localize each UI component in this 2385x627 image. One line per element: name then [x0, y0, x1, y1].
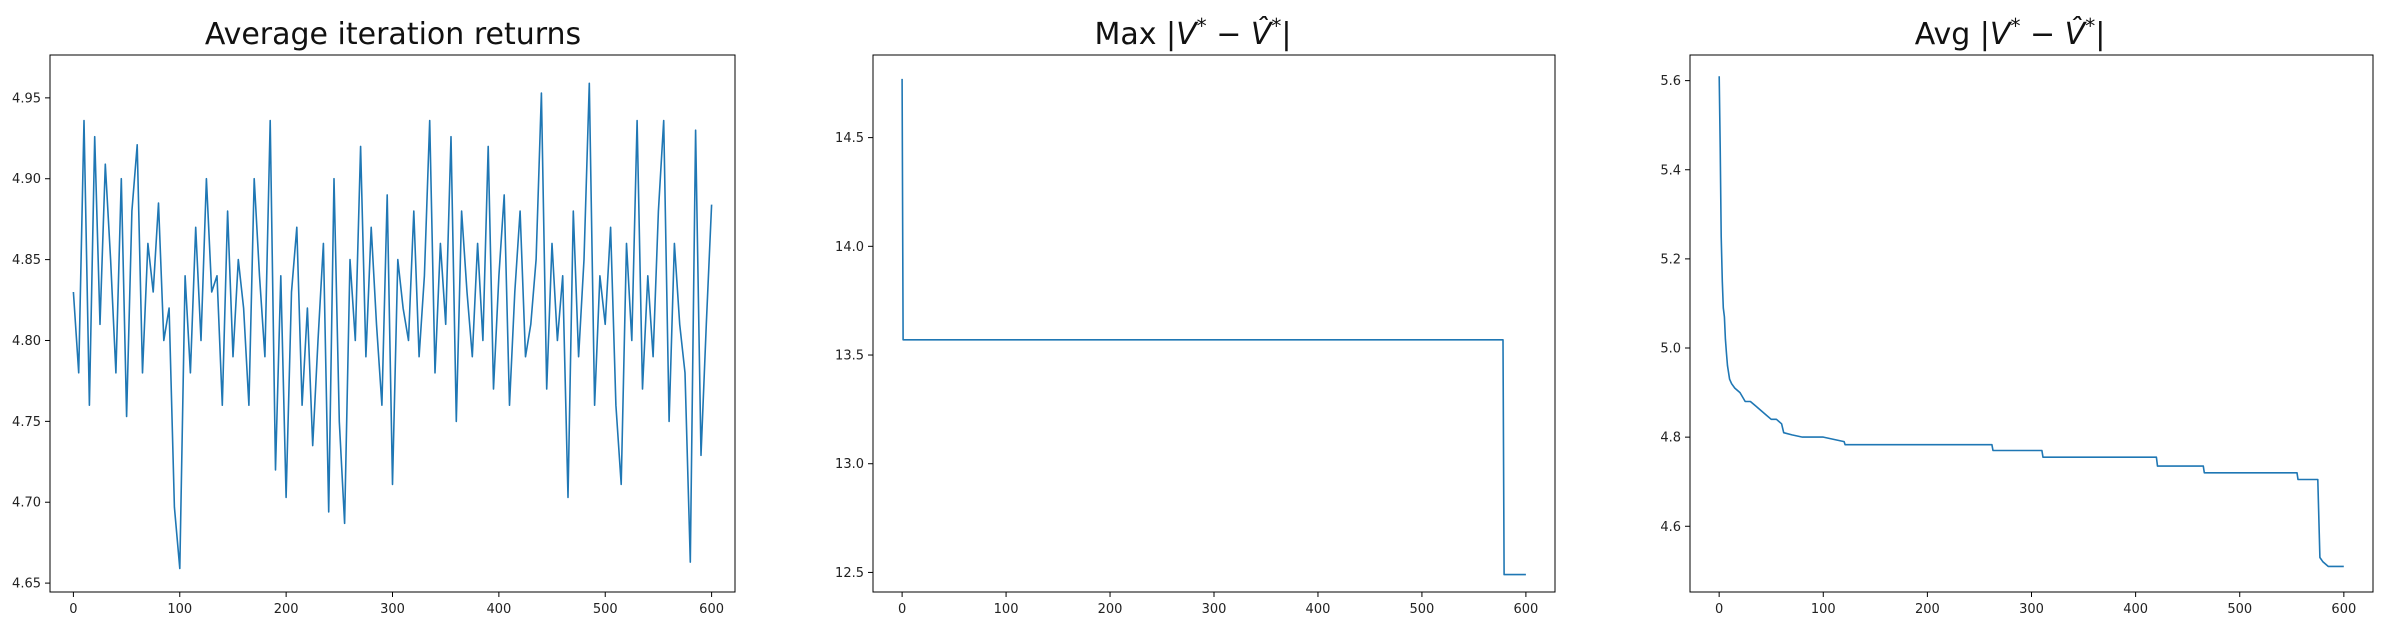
x-tick-label: 300	[2019, 602, 2044, 617]
series-line-1-1	[72, 82, 713, 570]
y-tick-label: 4.80	[12, 334, 41, 349]
x-tick-label: 300	[380, 602, 405, 617]
x-tick-label: 100	[994, 602, 1019, 617]
y-tick-label: 5.4	[1660, 163, 1681, 178]
y-tick-label: 13.0	[835, 457, 864, 472]
y-tick-label: 12.5	[835, 566, 864, 581]
x-tick-label: 600	[1513, 602, 1538, 617]
x-tick-label: 400	[1306, 602, 1331, 617]
y-tick-label: 4.90	[12, 172, 41, 187]
x-tick-label: 600	[699, 602, 724, 617]
x-tick-label: 100	[1811, 602, 1836, 617]
y-tick-label: 5.0	[1660, 342, 1681, 357]
x-tick-label: 0	[898, 602, 906, 617]
x-tick-label: 500	[2227, 602, 2252, 617]
chart-panel-2: Max |V* − V̂*| 0 100 200 300 400 500 600 12.5 13…	[835, 14, 1556, 617]
x-tick-label: 500	[1410, 602, 1435, 617]
x-tick-label: 400	[486, 602, 511, 617]
series-line-2-1	[901, 78, 1526, 576]
x-tick-label: 200	[1098, 602, 1123, 617]
x-tick-label: 400	[2123, 602, 2148, 617]
x-tick-label: 300	[1202, 602, 1227, 617]
chart-title-2: Max |V* − V̂*|	[1094, 14, 1291, 52]
x-tick-label: 0	[69, 602, 77, 617]
x-tick-label: 200	[1915, 602, 1940, 617]
y-tick-label: 4.75	[12, 415, 41, 430]
chart-panel-3: Avg |V* − V̂*| 0 100 200 300 400 500 600 4.6 4.8…	[1660, 14, 2374, 617]
y-tick-label: 4.6	[1660, 520, 1681, 535]
y-tick-label: 4.65	[12, 577, 41, 592]
chart-panel-1: Average iteration returns 0 100 200 300 400 5…	[12, 17, 736, 617]
y-tick-label: 5.6	[1660, 74, 1681, 89]
chart-title-1: Average iteration returns	[205, 17, 581, 52]
y-tick-label: 5.2	[1660, 252, 1681, 267]
axes-frame-3	[1689, 54, 2374, 593]
y-tick-label: 13.5	[835, 349, 864, 364]
y-tick-label: 4.8	[1660, 431, 1681, 446]
x-tick-label: 600	[2331, 602, 2356, 617]
y-tick-label: 14.5	[835, 131, 864, 146]
series-line-3-1	[1718, 76, 2344, 568]
x-tick-label: 100	[167, 602, 192, 617]
axes-frame-2	[872, 54, 1556, 593]
y-tick-label: 4.70	[12, 496, 41, 511]
y-tick-label: 4.95	[12, 91, 41, 106]
x-tick-label: 200	[274, 602, 299, 617]
y-tick-label: 14.0	[835, 240, 864, 255]
x-tick-label: 500	[593, 602, 618, 617]
x-tick-label: 0	[1715, 602, 1723, 617]
chart-title-3: Avg |V* − V̂*|	[1915, 14, 2106, 52]
y-tick-label: 4.85	[12, 253, 41, 268]
